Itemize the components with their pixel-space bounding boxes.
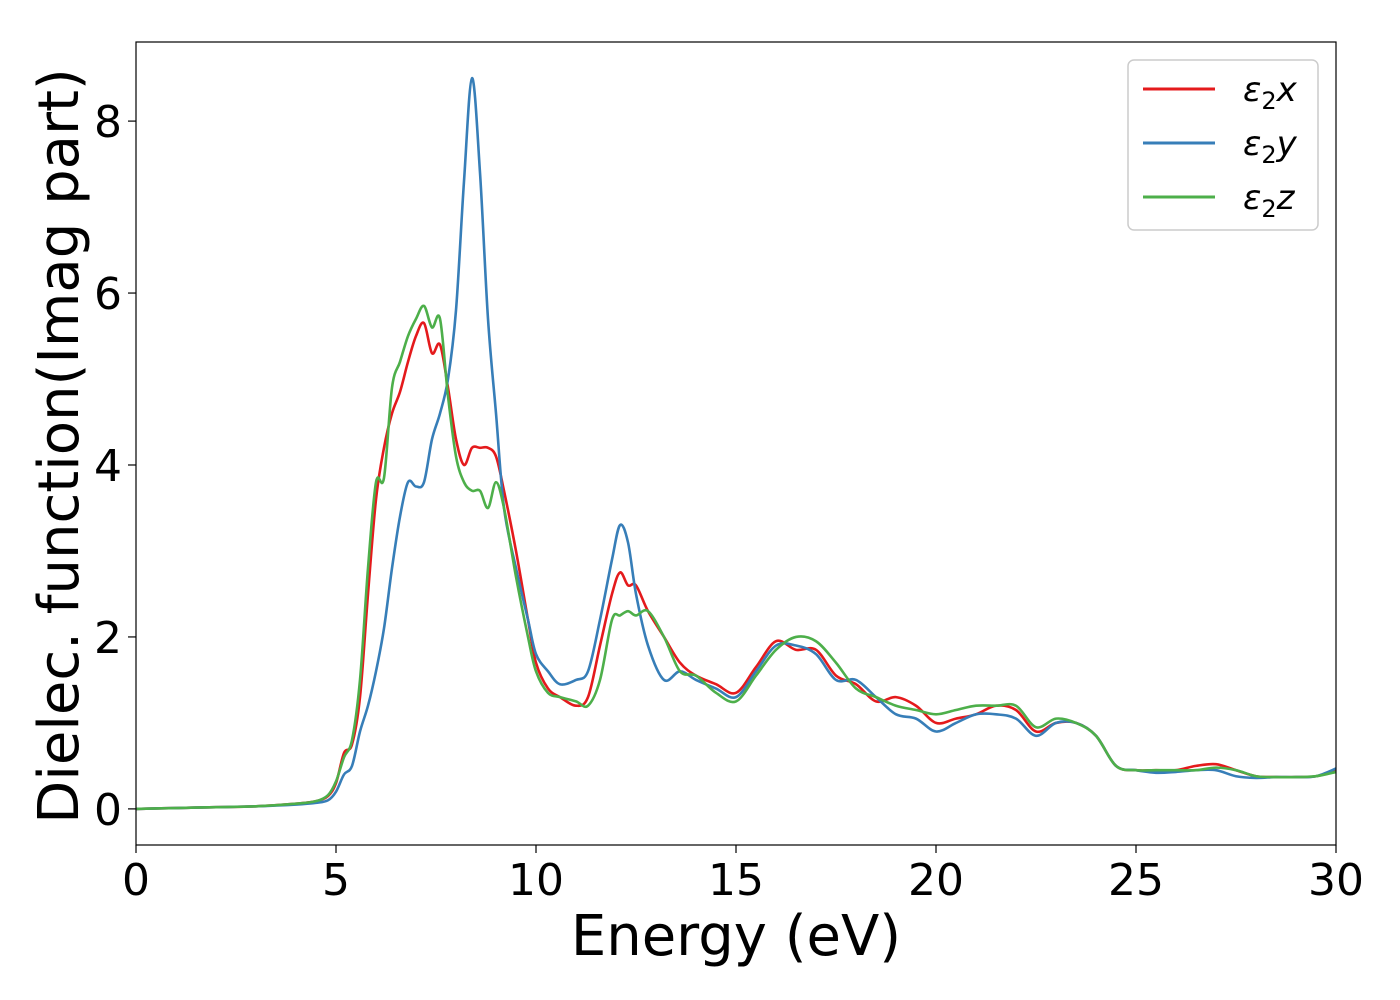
x-axis-title: Energy (eV) — [571, 904, 901, 969]
y-tick-label: 4 — [94, 441, 122, 492]
y-tick-label: 8 — [94, 97, 122, 148]
y-tick-label: 2 — [94, 613, 122, 664]
x-tick-label: 5 — [322, 855, 350, 906]
x-tick-label: 20 — [908, 855, 964, 906]
legend-box — [1127, 59, 1319, 231]
x-tick-label: 25 — [1108, 855, 1164, 906]
legend-label-x: ε2x — [1243, 70, 1298, 115]
x-tick-label: 30 — [1308, 855, 1364, 906]
y-tick-label: 0 — [94, 785, 122, 836]
x-tick-label: 0 — [122, 855, 150, 906]
y-axis-title: Dielec. function(Imag part) — [27, 68, 92, 824]
x-axis-ticks: 0 5 10 15 20 25 30 — [122, 845, 1364, 906]
y-axis-ticks: 0 2 4 6 8 — [94, 97, 136, 836]
legend: ε2x ε2y ε2z — [1127, 59, 1319, 231]
legend-label-z: ε2z — [1243, 178, 1296, 223]
x-tick-label: 15 — [708, 855, 764, 906]
x-tick-label: 10 — [508, 855, 564, 906]
series-line-z — [135, 304, 1337, 811]
series-line-x — [135, 321, 1337, 811]
series-lines — [135, 76, 1337, 811]
y-tick-label: 6 — [94, 269, 122, 320]
legend-label-y: ε2y — [1243, 124, 1298, 169]
